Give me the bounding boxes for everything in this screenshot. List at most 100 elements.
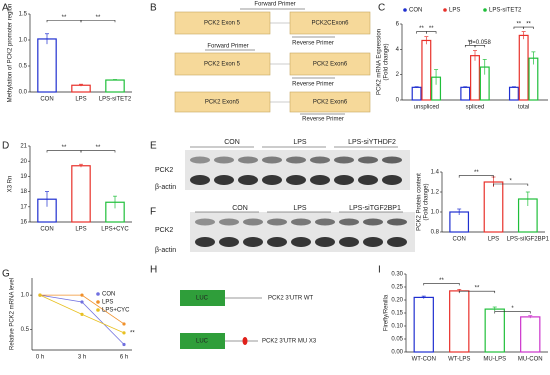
panel-label: A [2,3,9,14]
x-tick-label: MU-LPS [483,357,506,363]
y-tick-label: 17 [20,204,27,210]
x-tick-label: CON [452,237,465,243]
panel-label: C [378,3,385,14]
bar [483,181,504,233]
exon-label: PCK2 Exon 5 [204,62,241,68]
blot-band [267,237,287,247]
x-tick-label: 6 h [120,355,128,361]
y-tick-label: 20 [20,159,27,165]
blot-band [291,218,311,226]
exon-label: PCK2CExon6 [311,21,349,27]
legend-swatch [96,308,100,312]
panel-f: F CON LPS LPS-siTGF2BP1 PCK2 β-actin [150,205,401,254]
blot-band [334,156,354,164]
lane-group: LPS [293,205,307,212]
x-tick-label: CON [40,97,53,103]
exon-label: PCK2 Exon6 [313,62,348,68]
x-tick-label: CON [40,227,53,233]
bar [470,55,480,101]
panel-label: G [2,269,10,280]
blot-band [262,175,282,185]
y-tick-label: 0.30 [391,272,403,278]
bracket [494,311,531,314]
x-tick-label: 0 h [36,355,44,361]
legend-swatch [483,8,487,12]
blot-band [358,156,378,164]
blot-band [387,237,407,247]
panel-label: D [2,141,9,152]
primer-label: Forward Primer [254,2,295,8]
bracket [80,19,116,23]
blot-band [267,218,287,226]
panel-label: E [150,141,157,152]
x-tick-label: 3 h [78,355,86,361]
panel-label: H [150,265,157,276]
bracket [423,283,460,286]
blot-band [291,237,311,247]
blot-band [238,175,258,185]
bar [520,316,541,353]
blot-band [195,237,215,247]
blot-band [339,237,359,247]
y-tick-label: 0 [396,98,400,104]
blot-band [363,218,383,226]
y-tick-label: 0.5 [19,64,28,70]
legend-swatch [96,292,100,296]
y-tick-label: 0.0 [19,90,28,96]
panel-b: B PCK2 Exon 5 PCK2CExon6 Forward Primer … [150,2,371,123]
y-tick-label: 19 [20,174,27,180]
y-tick-label: 0.25 [391,285,403,291]
blot-band [315,218,335,226]
blot-band [238,156,258,164]
y-tick-label: 0.15 [391,311,403,317]
bracket [523,26,534,30]
y-axis-label: (Fold change) [424,183,430,220]
panel-h: H LUC PCK2 3'UTR WT LUC PCK2 3'UTR MU X3 [150,265,317,349]
point [80,300,84,304]
x-tick-label: spliced [466,105,485,111]
significance: p=0.058 [469,40,492,46]
legend-label: LPS-siTET2 [489,8,522,14]
blot-band [195,218,215,226]
blot-band [219,237,239,247]
bar [484,308,505,353]
y-tick-label: 1.0 [21,293,30,299]
y-axis-label: (Fold change) [384,43,390,80]
blot-band [214,156,234,164]
bar [413,296,434,353]
row-label: β-actin [155,247,176,254]
y-tick-label: 1.4 [431,170,440,176]
blot-band [190,156,210,164]
bracket [493,183,529,186]
x-tick-label: LPS-siTET2 [99,97,132,103]
blot-band [315,237,335,247]
x-tick-label: unspliced [414,105,439,111]
significance: ** [130,330,135,336]
bar [518,34,529,101]
blot-band [286,175,306,185]
bracket [458,175,494,178]
lane-group: LPS-siYTHDF2 [348,139,396,146]
bracket [80,150,116,153]
blot-band [382,156,402,164]
point [80,293,84,297]
exon [289,52,371,76]
blot-band [363,237,383,247]
significance: ** [419,26,424,32]
blot-band [339,218,359,226]
significance: ** [96,15,101,21]
y-axis-label: PCK2 Protein content [417,173,423,231]
y-axis-label: PCK2 mRNA Expression [377,29,383,95]
exon [289,91,371,113]
lane-group: CON [232,205,248,212]
x-tick-label: LPS [75,97,86,103]
reporter-label: LUC [196,339,209,345]
panel-label: I [378,265,381,276]
blot-band [382,175,402,185]
y-tick-label: 0.10 [391,324,403,330]
x-tick-label: WT-CON [412,357,436,363]
legend-swatch [403,8,407,12]
y-tick-label: 1.0 [19,38,28,44]
blot-band [243,218,263,226]
y-tick-label: 6 [396,22,400,28]
